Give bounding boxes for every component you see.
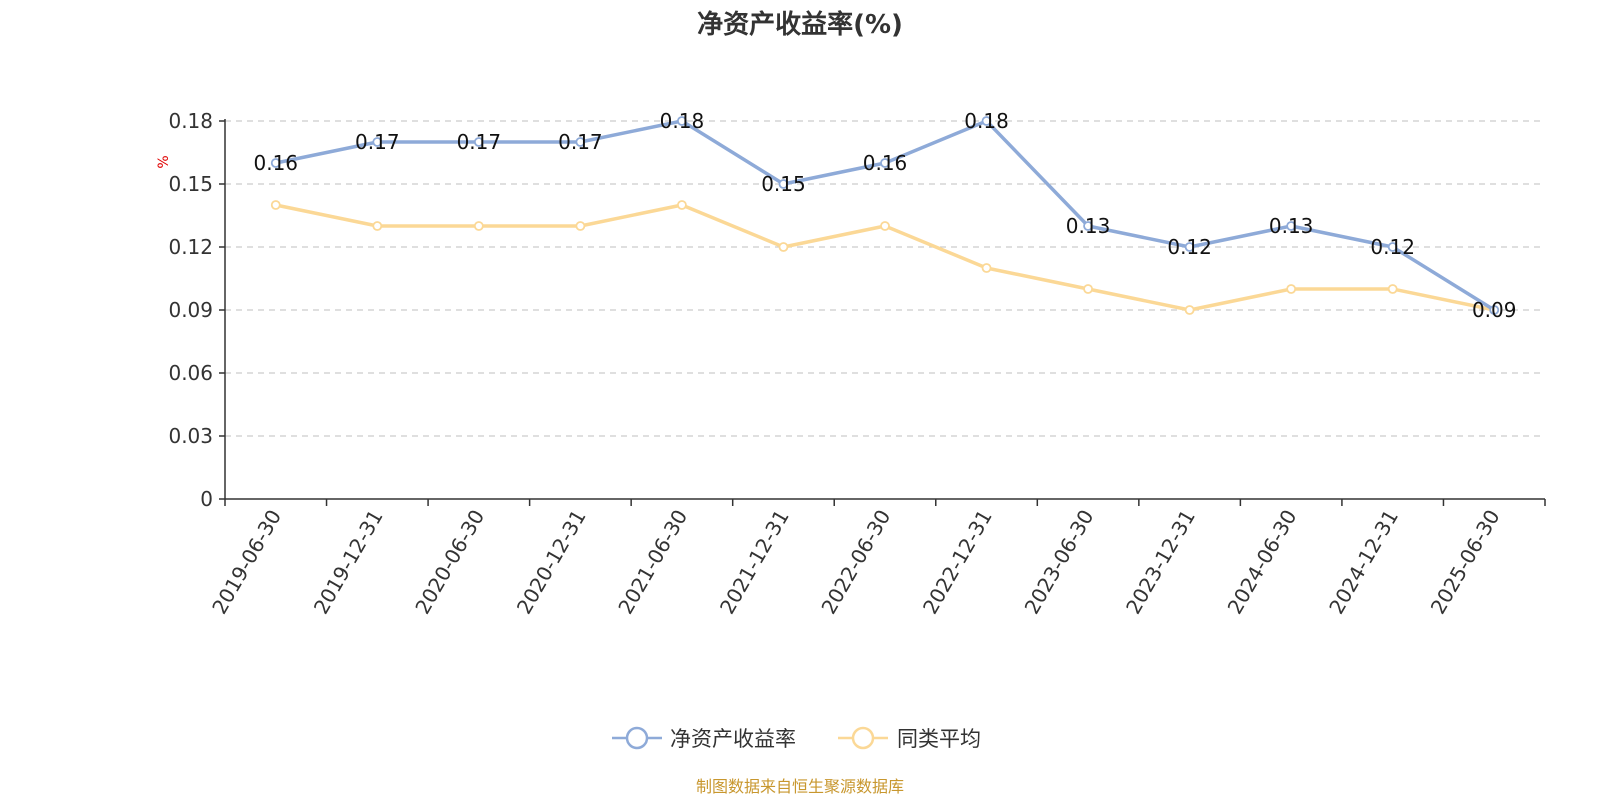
data-point bbox=[1286, 221, 1297, 231]
x-tick-label: 2024-12-31 bbox=[1324, 506, 1403, 619]
y-unit-label: % bbox=[156, 155, 172, 168]
x-tick-label: 2022-06-30 bbox=[816, 506, 895, 619]
chart-title: 净资产收益率(%) bbox=[697, 9, 903, 40]
x-tick-label: 2023-06-30 bbox=[1020, 506, 1099, 619]
data-point bbox=[677, 200, 687, 210]
data-point bbox=[1184, 242, 1195, 252]
legend: 净资产收益率 同类平均 bbox=[612, 726, 981, 751]
x-tick-label: 2020-12-31 bbox=[512, 506, 591, 619]
data-point bbox=[270, 158, 281, 168]
data-point bbox=[1286, 284, 1297, 294]
x-axis-ticks: 2019-06-30 2019-12-31 2020-06-30 2020-12-31… bbox=[207, 499, 1546, 619]
y-tick-label: 0.12 bbox=[168, 235, 213, 259]
data-point bbox=[778, 179, 789, 189]
legend-marker bbox=[625, 726, 649, 750]
data-point bbox=[1184, 305, 1195, 315]
x-tick-label: 2025-06-30 bbox=[1426, 506, 1505, 619]
data-point bbox=[372, 137, 383, 147]
legend-marker bbox=[851, 726, 875, 750]
data-point bbox=[1083, 284, 1093, 294]
data-label: 0.18 bbox=[964, 109, 1009, 133]
data-point bbox=[1387, 242, 1398, 252]
data-point bbox=[473, 221, 484, 231]
data-point bbox=[880, 158, 890, 168]
data-point bbox=[677, 116, 687, 126]
data-point bbox=[1387, 284, 1398, 294]
data-label: 0.18 bbox=[660, 109, 705, 133]
data-point bbox=[372, 221, 383, 231]
x-tick-label: 2023-12-31 bbox=[1121, 506, 1200, 619]
legend-label: 净资产收益率 bbox=[670, 727, 796, 751]
data-point bbox=[575, 137, 586, 147]
data-label: 0.16 bbox=[254, 151, 299, 175]
data-labels: 0.16 0.17 0.17 0.17 0.18 0.15 0.16 0.18 0.13 0.12… bbox=[254, 109, 1517, 322]
data-label: 0.12 bbox=[1370, 235, 1415, 259]
data-label: 0.17 bbox=[457, 130, 502, 154]
data-label: 0.16 bbox=[863, 151, 908, 175]
data-label: 0.17 bbox=[558, 130, 603, 154]
data-point bbox=[270, 200, 281, 210]
y-tick-label: 0.15 bbox=[168, 172, 213, 196]
data-point bbox=[778, 242, 789, 252]
y-tick-label: 0.03 bbox=[168, 424, 213, 448]
data-label: 0.12 bbox=[1167, 235, 1212, 259]
y-tick-label: 0 bbox=[200, 487, 213, 511]
y-axis-ticks: 0 0.03 0.06 0.09 0.12 0.15 0.18 bbox=[168, 109, 225, 511]
y-tick-label: 0.18 bbox=[168, 109, 213, 133]
data-point bbox=[981, 116, 992, 126]
x-tick-label: 2019-12-31 bbox=[309, 506, 388, 619]
data-point bbox=[1489, 305, 1500, 315]
x-tick-label: 2022-12-31 bbox=[918, 506, 997, 619]
data-label: 0.13 bbox=[1066, 214, 1111, 238]
x-tick-label: 2021-12-31 bbox=[715, 506, 794, 619]
data-point bbox=[1083, 221, 1093, 231]
x-tick-label: 2024-06-30 bbox=[1223, 506, 1302, 619]
data-point bbox=[981, 263, 992, 273]
series-layer bbox=[270, 116, 1500, 315]
axes bbox=[224, 119, 1545, 500]
data-label: 0.17 bbox=[355, 130, 400, 154]
data-label: 0.09 bbox=[1472, 298, 1517, 322]
grid-lines bbox=[225, 120, 1545, 437]
data-point bbox=[880, 221, 890, 231]
x-tick-label: 2021-06-30 bbox=[613, 506, 692, 619]
legend-label: 同类平均 bbox=[897, 727, 981, 751]
data-label: 0.15 bbox=[761, 172, 806, 196]
y-tick-label: 0.06 bbox=[168, 361, 213, 385]
y-tick-label: 0.09 bbox=[168, 298, 213, 322]
data-source: 制图数据来自恒生聚源数据库 bbox=[696, 777, 904, 796]
x-tick-label: 2020-06-30 bbox=[410, 506, 489, 619]
x-tick-label: 2019-06-30 bbox=[207, 506, 286, 619]
data-point bbox=[473, 137, 484, 147]
data-label: 0.13 bbox=[1269, 214, 1314, 238]
data-point bbox=[575, 221, 586, 231]
